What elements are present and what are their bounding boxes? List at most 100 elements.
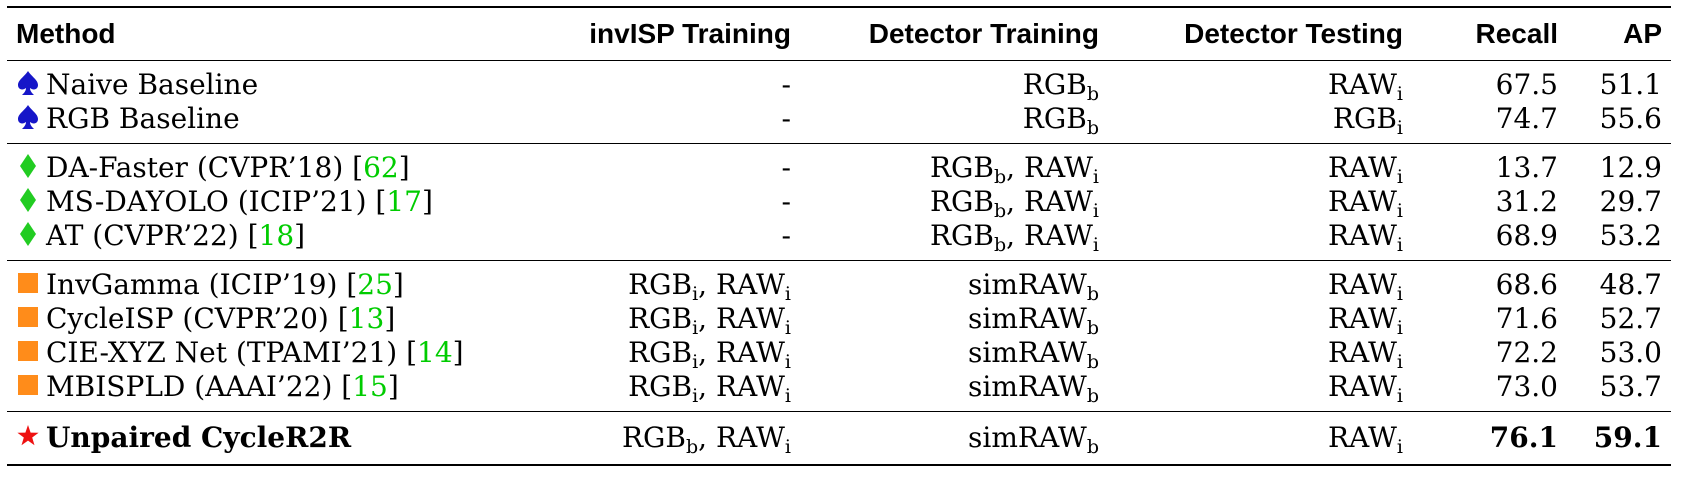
table-row: Unpaired CycleR2R RGBb, RAWi simRAWb RAWi 76… xyxy=(7,412,1671,466)
square-icon xyxy=(16,338,40,364)
cell-text: , RAW xyxy=(698,370,785,403)
comparison-table: Method invISP Training Detector Training… xyxy=(7,6,1671,466)
citation-bracket: ] xyxy=(398,151,410,184)
citation-link[interactable]: 14 xyxy=(417,336,453,369)
cell-text: , RAW xyxy=(698,421,785,454)
detector-training-cell: simRAWb xyxy=(800,370,1108,412)
method-name: CycleISP (CVPR’20) [ xyxy=(46,302,349,335)
recall-cell: 74.7 xyxy=(1495,102,1558,135)
spade-icon xyxy=(16,70,40,96)
cell-subscript: i xyxy=(784,317,791,339)
detector-training-cell: RGBb, RAWi xyxy=(800,185,1108,222)
cell-subscript: i xyxy=(692,317,699,339)
table-body: Naive Baseline - RGBb RAWi 67.5 51.1 RGB Basel… xyxy=(7,61,1671,466)
star-icon xyxy=(16,423,40,449)
citation-link[interactable]: 13 xyxy=(348,302,385,335)
detector-testing-cell: RAWi xyxy=(1108,219,1412,261)
detector-testing-cell: RAWi xyxy=(1108,61,1412,104)
cell-text: RGB xyxy=(1022,68,1087,101)
method-name: CIE-XYZ Net (TPAMI’21) [ xyxy=(46,336,417,369)
citation-link[interactable]: 15 xyxy=(352,370,388,403)
citation-bracket: ] xyxy=(294,219,306,252)
method-cell: InvGamma (ICIP’19) [25] xyxy=(7,261,507,303)
table-row: DA-Faster (CVPR’18) [62] - RGBb, RAWi RAWi 1… xyxy=(7,144,1671,188)
cell-text: RAW xyxy=(1327,421,1397,454)
cell-text: simRAW xyxy=(968,302,1087,335)
cell-subscript: b xyxy=(994,200,1007,222)
cell-subscript: b xyxy=(1086,436,1099,458)
method-cell: CycleISP (CVPR’20) [13] xyxy=(7,302,507,336)
square-icon xyxy=(16,372,40,398)
detector-training-cell: RGBb xyxy=(800,102,1108,144)
cell-text: RAW xyxy=(1327,185,1397,218)
table-row: RGB Baseline - RGBb RGBi 74.7 55.6 xyxy=(7,102,1671,144)
invisp-training-cell: - xyxy=(507,61,800,103)
ap-cell: 29.7 xyxy=(1599,185,1662,218)
cell-subscript: i xyxy=(1092,166,1099,188)
invisp-training-cell: - xyxy=(507,185,800,219)
method-cell: CIE-XYZ Net (TPAMI’21) [14] xyxy=(7,336,507,370)
citation-link[interactable]: 62 xyxy=(363,151,399,184)
recall-cell: 71.6 xyxy=(1495,302,1558,335)
method-name: AT (CVPR’22) [ xyxy=(46,219,259,252)
cell-text: simRAW xyxy=(968,268,1087,301)
cell-text: , RAW xyxy=(1006,151,1093,184)
cell-text: simRAW xyxy=(968,370,1087,403)
recall-cell: 31.2 xyxy=(1495,185,1558,218)
cell-text: simRAW xyxy=(968,421,1087,454)
cell-subscript: i xyxy=(1396,166,1403,188)
recall-cell: 13.7 xyxy=(1495,151,1558,184)
detector-training-cell: simRAWb xyxy=(800,302,1108,339)
recall-cell: 68.6 xyxy=(1495,268,1558,301)
citation-link[interactable]: 25 xyxy=(357,268,393,301)
cell-subscript: b xyxy=(1086,283,1099,305)
cell-subscript: i xyxy=(1396,200,1403,222)
ap-cell: 51.1 xyxy=(1599,68,1662,101)
cell-text: simRAW xyxy=(968,336,1087,369)
cell-subscript: i xyxy=(1396,283,1403,305)
header-row: Method invISP Training Detector Training… xyxy=(7,7,1671,61)
cell-text: RGB xyxy=(929,185,994,218)
cell-subscript: b xyxy=(1086,351,1099,373)
citation-bracket: ] xyxy=(392,268,404,301)
detector-testing-cell: RAWi xyxy=(1108,302,1412,338)
cell-text: - xyxy=(781,219,791,252)
citation-link[interactable]: 18 xyxy=(258,219,295,252)
citation-link[interactable]: 17 xyxy=(386,185,422,218)
cell-text: RAW xyxy=(1327,219,1397,252)
square-icon xyxy=(16,270,40,296)
cell-subscript: i xyxy=(1396,436,1403,458)
header-method: Method xyxy=(16,18,116,49)
cell-subscript: i xyxy=(1396,351,1403,373)
method-name: DA-Faster (CVPR’18) [ xyxy=(46,151,364,184)
method-name: Unpaired CycleR2R xyxy=(46,421,352,454)
method-cell: RGB Baseline xyxy=(7,102,507,144)
ap-cell: 53.7 xyxy=(1599,370,1662,403)
cell-text: - xyxy=(781,185,791,218)
cell-subscript: b xyxy=(994,234,1007,256)
table-row: InvGamma (ICIP’19) [25] RGBi, RAWi simRAWb… xyxy=(7,261,1671,305)
cell-text: , RAW xyxy=(698,336,785,369)
citation-bracket: ] xyxy=(387,370,399,403)
ap-cell: 53.2 xyxy=(1599,219,1662,252)
method-name: MBISPLD (AAAI’22) [ xyxy=(46,370,353,403)
cell-subscript: b xyxy=(1086,385,1099,407)
detector-testing-cell: RAWi xyxy=(1108,261,1412,305)
spade-icon xyxy=(16,104,40,130)
invisp-training-cell: RGBi, RAWi xyxy=(507,370,800,412)
method-cell: Naive Baseline xyxy=(7,61,507,103)
method-name: Naive Baseline xyxy=(46,68,259,101)
cell-subscript: b xyxy=(1086,83,1099,105)
detector-testing-cell: RAWi xyxy=(1108,185,1412,222)
cell-subscript: i xyxy=(1396,385,1403,407)
cell-subscript: i xyxy=(784,351,791,373)
detector-testing-cell: RAWi xyxy=(1108,412,1412,466)
method-name: RGB Baseline xyxy=(46,102,240,135)
cell-text: , RAW xyxy=(698,302,785,335)
table-row: AT (CVPR’22) [18] - RGBb, RAWi RAWi 68.9 53.2 xyxy=(7,219,1671,261)
cell-text: , RAW xyxy=(1006,185,1093,218)
header-detector-training: Detector Training xyxy=(868,18,1099,49)
invisp-training-cell: RGBi, RAWi xyxy=(507,336,800,373)
detector-testing-cell: RAWi xyxy=(1108,370,1412,412)
cell-subscript: b xyxy=(1086,317,1099,339)
